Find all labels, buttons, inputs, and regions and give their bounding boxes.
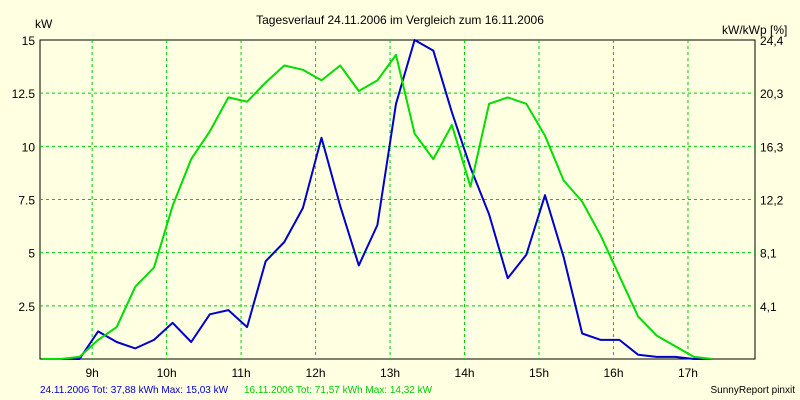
y2-tick-label: 20,3 (760, 87, 784, 101)
y-tick-label: 7.5 (18, 194, 35, 208)
y2-tick-label: 12,2 (760, 194, 784, 208)
x-tick-label: 12h (306, 366, 326, 380)
y-tick-label: 15 (22, 34, 36, 48)
series-line-1 (42, 39, 713, 360)
x-axis-ticks: 9h 10h 11h 12h 13h 14h 15h 16h 17h (85, 366, 698, 380)
chart-title: Tagesverlauf 24.11.2006 im Vergleich zum… (256, 13, 544, 27)
y-tick-label: 5 (28, 247, 35, 261)
y2-tick-label: 4,1 (760, 300, 777, 314)
y-tick-label: 10 (22, 140, 36, 154)
x-tick-label: 11h (232, 366, 251, 380)
y2-tick-label: 24,4 (760, 34, 784, 48)
x-tick-label: 17h (678, 366, 698, 380)
series-line-2 (42, 53, 713, 360)
y-axis-label: kW (35, 17, 53, 31)
y2-tick-label: 16,3 (760, 140, 784, 154)
legend-series1-summary: 24.11.2006 Tot: 37,88 kWh Max: 15,03 kW (40, 385, 229, 396)
credit-text: SunnyReport pinxit (711, 385, 796, 396)
x-tick-label: 16h (603, 366, 623, 380)
x-tick-label: 14h (455, 366, 475, 380)
legend-series2-summary: 16.11.2006 Tot: 71,57 kWh Max: 14,32 kW (244, 385, 433, 396)
x-tick-label: 13h (380, 366, 400, 380)
x-tick-label: 9h (85, 366, 98, 380)
grid (40, 40, 755, 359)
y-axis-ticks: 2.5 5 7.5 10 12.5 15 (12, 34, 36, 314)
series-lines (42, 39, 713, 360)
y2-axis-label: kW/kWp [%] (722, 23, 787, 37)
y2-axis-ticks: 4,1 8,1 12,2 16,3 20,3 24,4 (760, 34, 784, 314)
y2-tick-label: 8,1 (760, 247, 777, 261)
x-tick-label: 10h (157, 366, 177, 380)
x-tick-label: 15h (529, 366, 549, 380)
y-tick-label: 12.5 (12, 87, 36, 101)
y-tick-label: 2.5 (18, 300, 35, 314)
